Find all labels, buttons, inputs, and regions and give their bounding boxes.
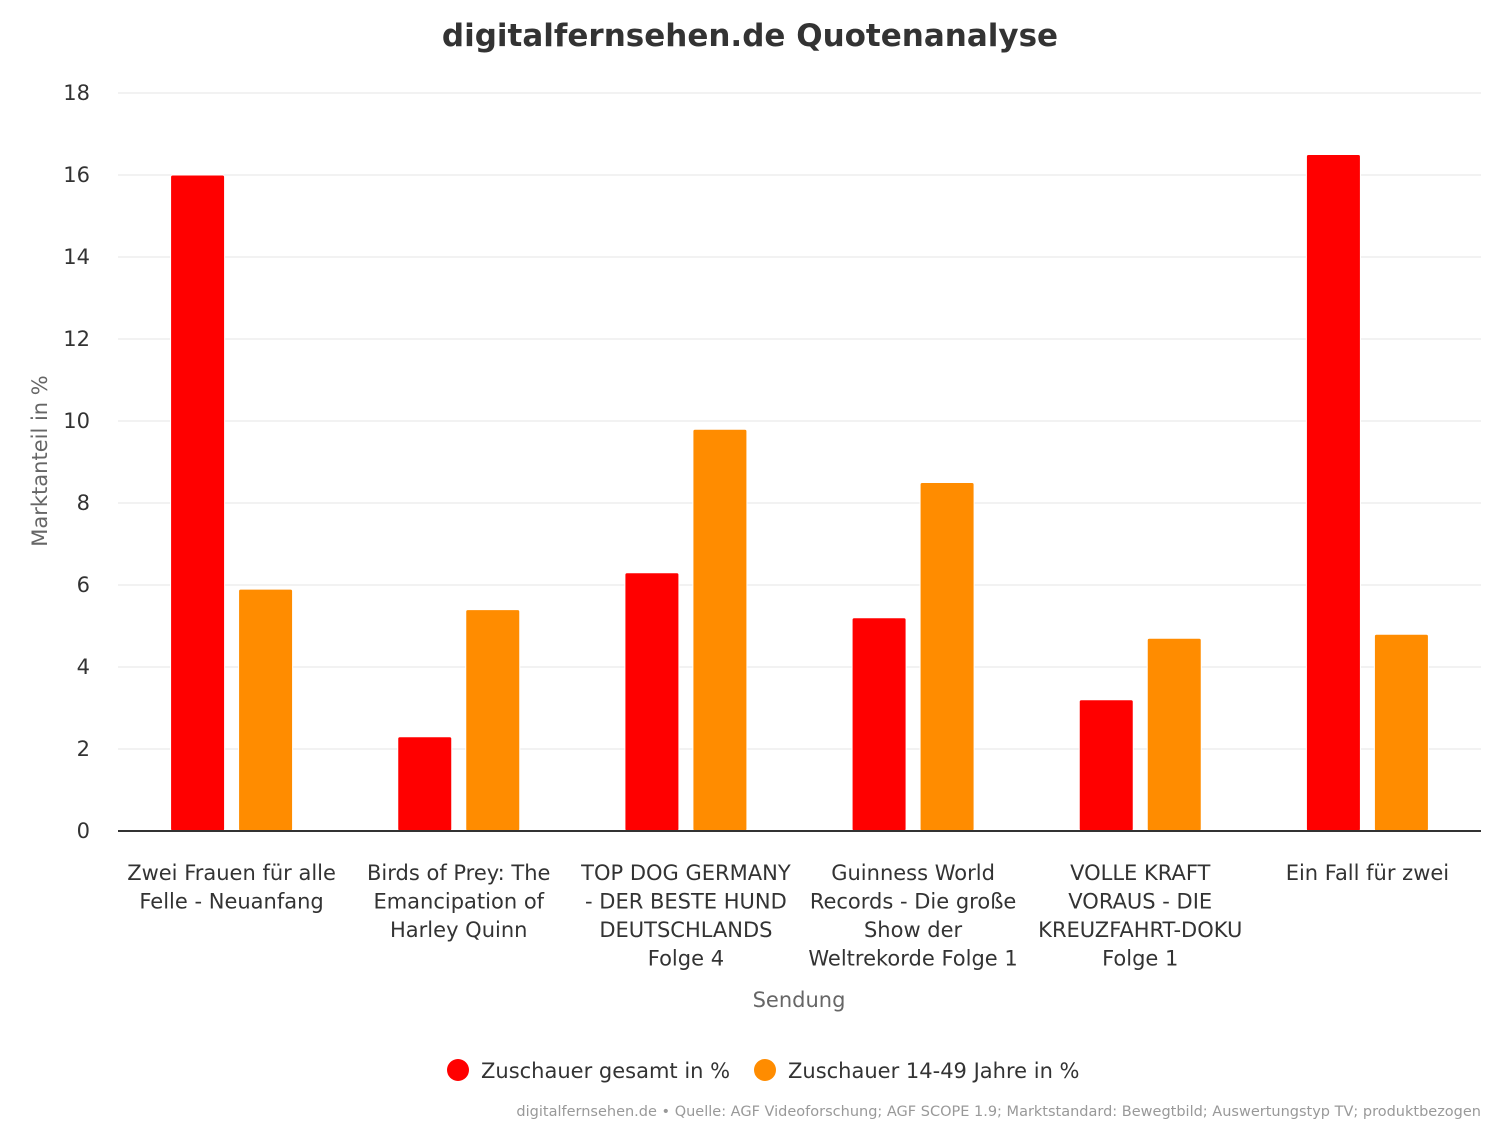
bar-gesamt-2[interactable] (624, 572, 680, 832)
x-tick-label: VOLLE KRAFT VORAUS - DIE KREUZFAHRT-DOKU Fo… (1038, 861, 1242, 971)
x-tick-label: Birds of Prey: The Emancipation of Harley … (367, 861, 550, 942)
bar-gesamt-0[interactable] (170, 174, 226, 832)
bar-gesamt-3[interactable] (851, 617, 907, 832)
y-tick-label: 10 (63, 409, 90, 433)
x-tick-label-line: Harley Quinn (390, 918, 527, 942)
legend: Zuschauer gesamt in % Zuschauer 14-49 Jah… (447, 1059, 1080, 1083)
y-axis-title: Marktanteil in % (28, 375, 52, 546)
legend-label: Zuschauer gesamt in % (481, 1059, 730, 1083)
bar-gesamt-5[interactable] (1305, 154, 1361, 832)
y-tick-label: 4 (77, 655, 90, 679)
grid-lines (118, 92, 1481, 750)
bar-14-49-0[interactable] (238, 588, 294, 832)
y-tick-label: 16 (63, 163, 90, 187)
y-tick-label: 2 (77, 737, 90, 761)
x-tick-label-line: Guinness World (831, 861, 995, 885)
x-tick-label-line: Felle - Neuanfang (139, 890, 323, 914)
y-tick-label: 8 (77, 491, 90, 515)
x-tick-label-line: Folge 1 (1102, 947, 1178, 971)
x-tick-label-line: TOP DOG GERMANY (580, 861, 791, 885)
x-tick-label: Ein Fall für zwei (1286, 861, 1449, 885)
y-axis-ticks: 0 2 4 6 8 10 12 14 16 18 (63, 81, 90, 843)
x-tick-label: TOP DOG GERMANY - DER BESTE HUND DEUTSCHLA… (580, 861, 791, 971)
x-tick-label-line: Folge 4 (648, 947, 724, 971)
x-tick-label-line: Records - Die große (810, 890, 1017, 914)
bar-14-49-5[interactable] (1373, 633, 1429, 832)
bars (170, 154, 1429, 832)
legend-label: Zuschauer 14-49 Jahre in % (788, 1059, 1080, 1083)
x-tick-label-line: VORAUS - DIE (1068, 890, 1212, 914)
bar-14-49-4[interactable] (1146, 637, 1202, 832)
credits: digitalfernsehen.de • Quelle: AGF Videof… (516, 1104, 1481, 1120)
legend-symbol (447, 1059, 469, 1081)
y-tick-label: 6 (77, 573, 90, 597)
legend-item[interactable]: Zuschauer 14-49 Jahre in % (754, 1059, 1080, 1083)
y-tick-label: 12 (63, 327, 90, 351)
bar-gesamt-4[interactable] (1078, 699, 1134, 832)
x-tick-label-line: KREUZFAHRT-DOKU (1038, 918, 1242, 942)
y-tick-label: 0 (77, 819, 90, 843)
y-tick-label: 14 (63, 245, 90, 269)
legend-symbol (754, 1059, 776, 1081)
x-tick-label: Guinness World Records - Die große Show de… (808, 861, 1017, 971)
x-tick-label-line: Emancipation of (373, 890, 544, 914)
x-tick-label: Zwei Frauen für alle Felle - Neuanfang (127, 861, 336, 914)
bar-14-49-2[interactable] (692, 428, 748, 832)
x-tick-label-line: Show der (864, 918, 963, 942)
x-tick-label-line: Ein Fall für zwei (1286, 861, 1449, 885)
y-tick-label: 18 (63, 81, 90, 105)
x-tick-label-line: DEUTSCHLANDS (599, 918, 772, 942)
x-tick-label-line: Zwei Frauen für alle (127, 861, 336, 885)
x-axis-title: Sendung (753, 988, 846, 1012)
legend-item[interactable]: Zuschauer gesamt in % (447, 1059, 730, 1083)
bar-14-49-3[interactable] (919, 482, 975, 832)
bar-14-49-1[interactable] (465, 609, 521, 832)
chart-title: digitalfernsehen.de Quotenanalyse (442, 18, 1058, 54)
x-tick-label-line: Birds of Prey: The (367, 861, 550, 885)
bar-gesamt-1[interactable] (397, 736, 453, 832)
x-tick-label-line: VOLLE KRAFT (1070, 861, 1210, 885)
x-tick-label-line: Weltrekorde Folge 1 (808, 947, 1017, 971)
x-tick-label-line: - DER BESTE HUND (585, 890, 787, 914)
x-axis-categories: Zwei Frauen für alle Felle - Neuanfang Bir… (127, 861, 1449, 971)
